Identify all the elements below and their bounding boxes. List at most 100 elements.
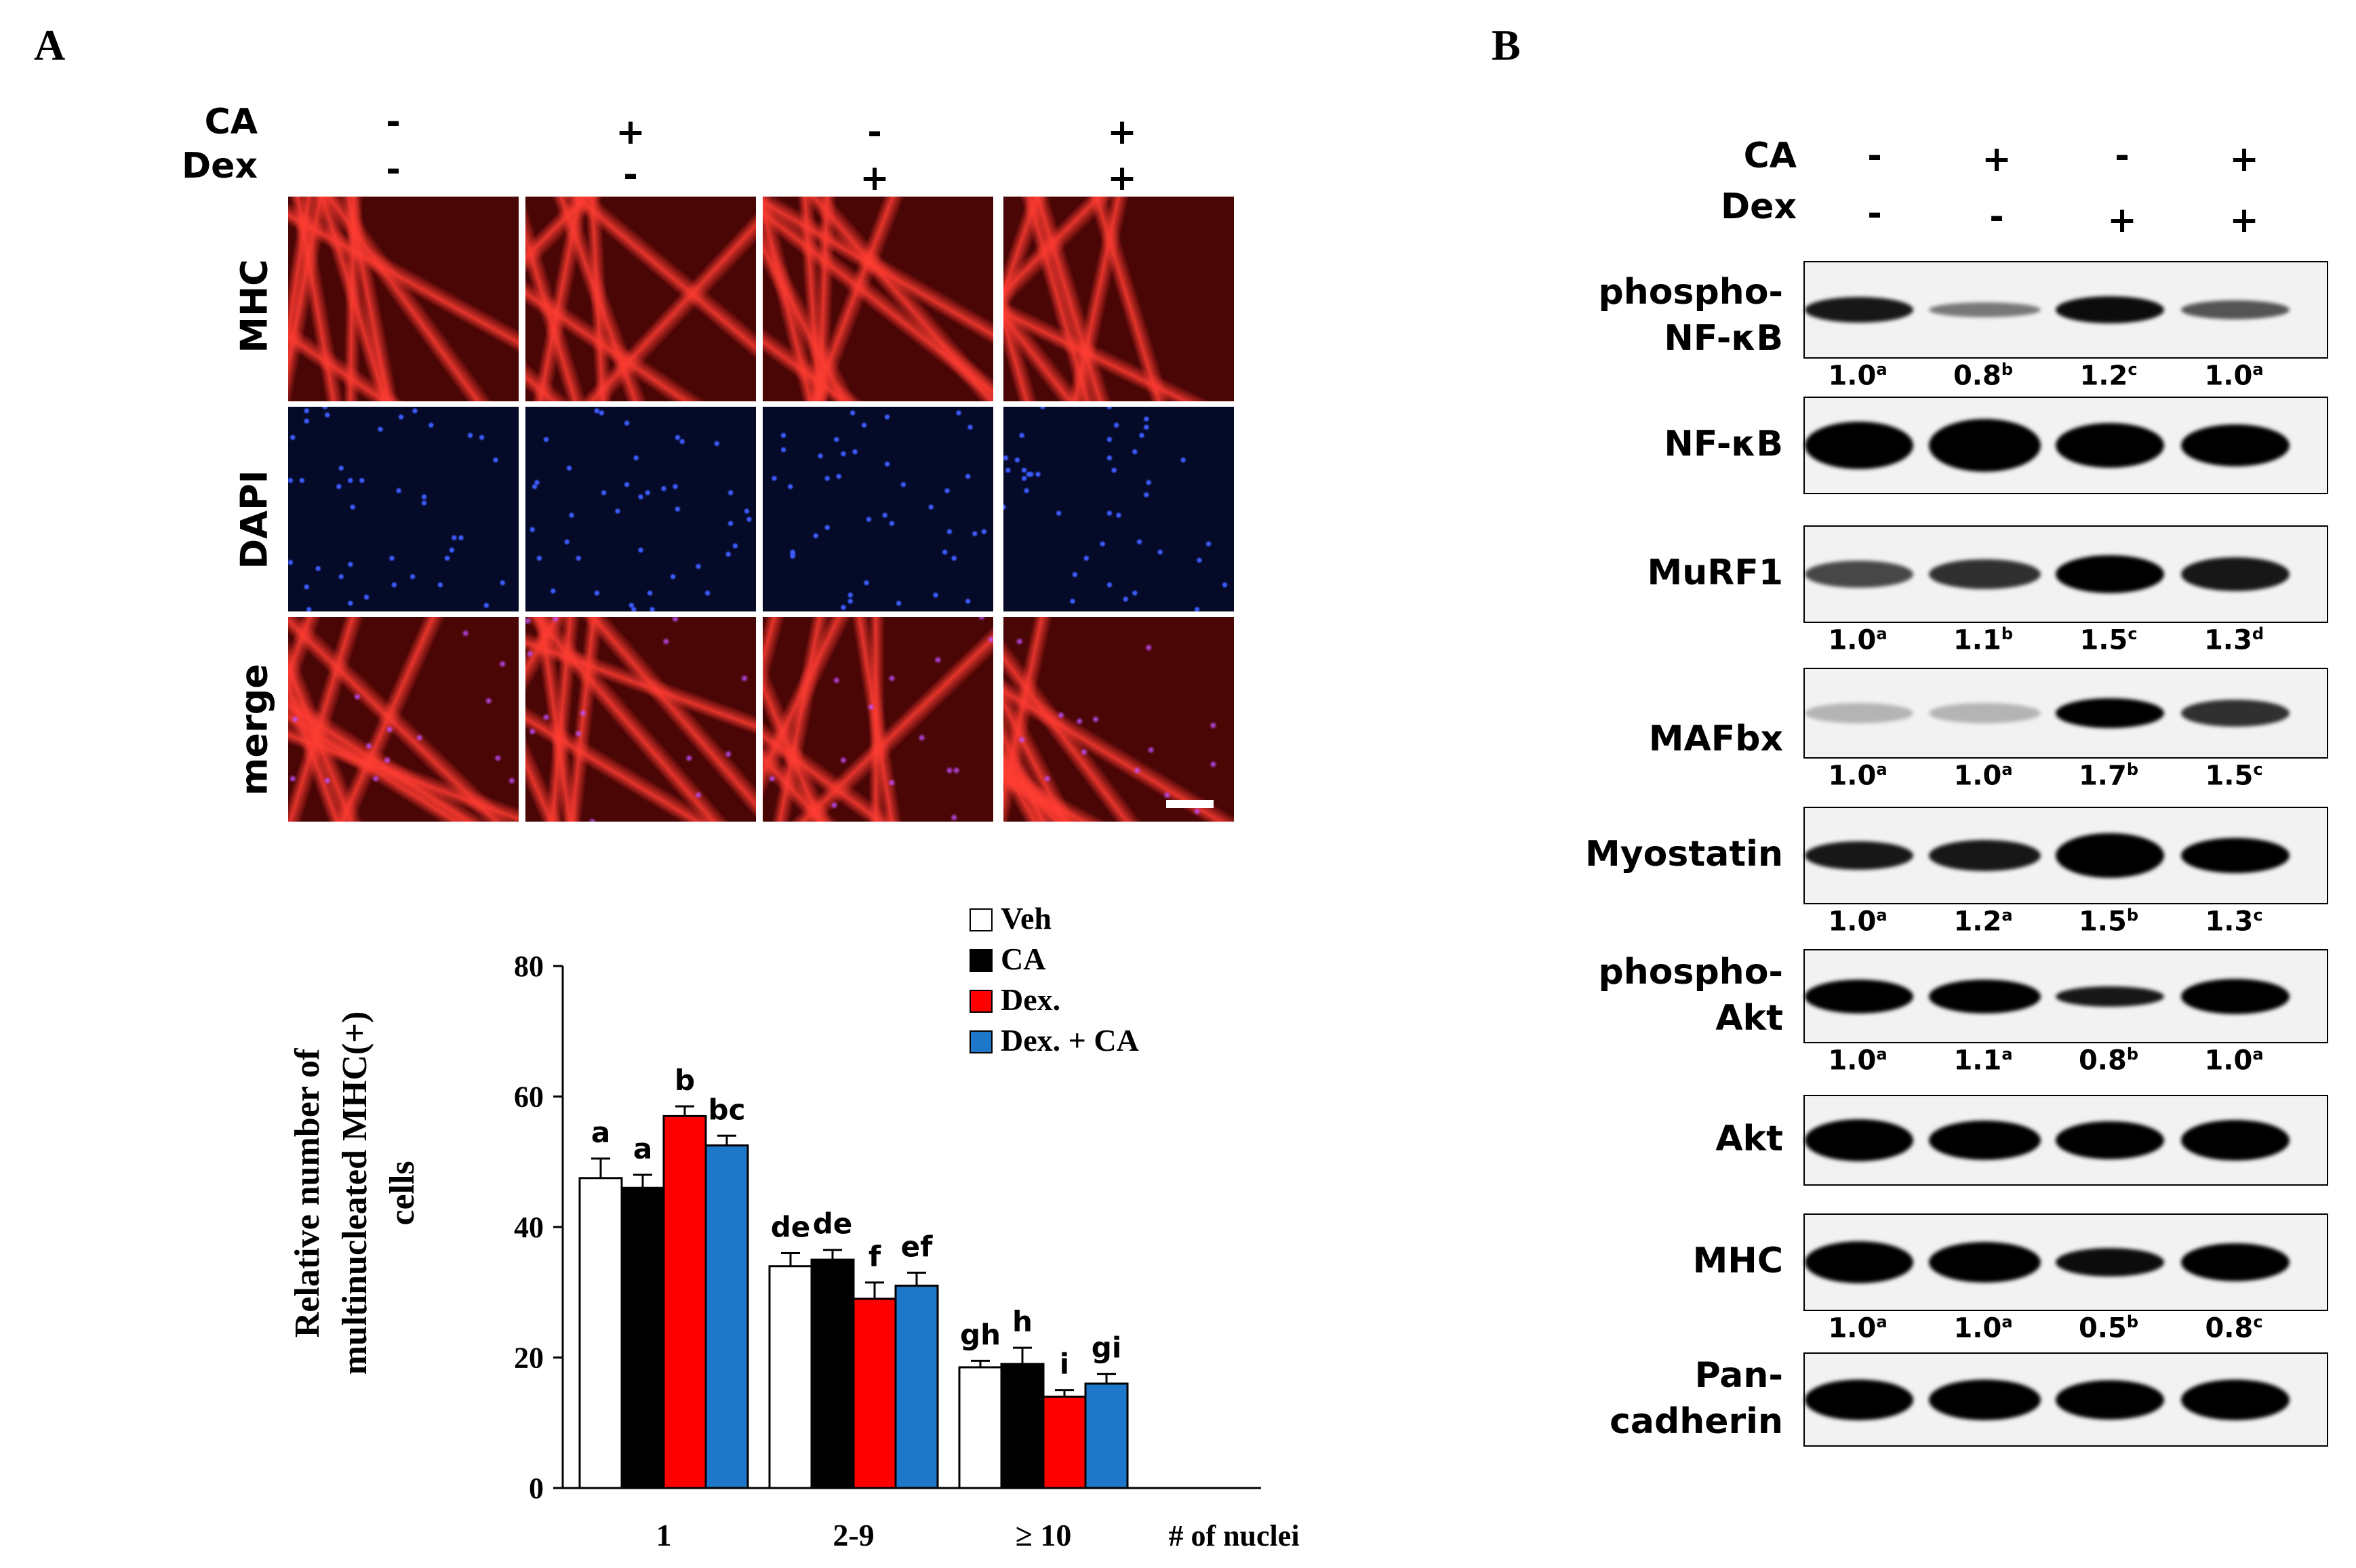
quant-number: 1.0 — [1953, 760, 2002, 792]
micrograph-mhc-4 — [1003, 197, 1234, 401]
blot-label: Pan-cadherin — [1431, 1352, 1783, 1445]
significance-letter: de — [771, 1211, 811, 1244]
blot-label: NF-κB — [1664, 424, 1783, 464]
blot-label: phospho- NF-κB — [1431, 269, 1783, 361]
y-tick-label: 40 — [514, 1211, 544, 1244]
significance-letter: gi — [1092, 1331, 1121, 1365]
bar-dex-ca — [894, 1285, 939, 1489]
bar-ca — [620, 1186, 665, 1489]
blot-label-line1: phospho- — [1598, 951, 1783, 992]
significance-letter: f — [868, 1240, 881, 1273]
quant-letter: b — [2001, 624, 2014, 643]
ca-sign-b-4: + — [2229, 139, 2259, 180]
panel-b-letter: B — [1492, 21, 1521, 69]
micrograph-dapi-4 — [1003, 407, 1234, 611]
blot-band — [2181, 1243, 2290, 1281]
blot-label-line1: Pan- — [1694, 1354, 1783, 1396]
quant-number: 1.3 — [2205, 906, 2254, 938]
blot-mhc — [1803, 1213, 2328, 1311]
blot-band — [2181, 424, 2290, 466]
blot-label: MuRF1 — [1647, 552, 1783, 593]
bar-veh — [578, 1177, 623, 1489]
quant-letter: b — [2001, 360, 2014, 379]
y-axis-label-line3: cells — [383, 1161, 422, 1225]
blot-quant-value: 1.0a — [1810, 1312, 1905, 1344]
micrograph-mhc-2 — [525, 197, 756, 401]
micrograph-dapi-3 — [763, 407, 993, 611]
dex-sign-a-2: - — [623, 155, 638, 195]
significance-letter: h — [1012, 1305, 1033, 1338]
quant-number: 0.8 — [2205, 1312, 2254, 1344]
quant-letter: b — [2126, 906, 2139, 925]
blot-quant-value: 1.0a — [2187, 1045, 2281, 1076]
dex-sign-a-3: + — [860, 158, 890, 199]
bar-dex-ca — [704, 1144, 749, 1489]
quant-number: 1.2 — [2079, 360, 2128, 392]
dex-sign-b-4: + — [2229, 200, 2259, 241]
micrograph-dapi-2 — [525, 407, 756, 611]
blot-quant-value: 1.3c — [2187, 906, 2281, 937]
y-tick-label: 20 — [514, 1342, 544, 1375]
blot-band — [1805, 561, 1913, 588]
blot-band — [2181, 1379, 2290, 1420]
ca-sign-a-4: + — [1107, 112, 1137, 153]
legend-label-dex: Dex. — [1001, 982, 1061, 1017]
blot-band — [1805, 841, 1913, 870]
blot-mafbx — [1803, 668, 2328, 759]
legend-item-veh: Veh — [970, 898, 1139, 939]
ca-label-b: CA — [1743, 136, 1797, 176]
micrograph-dapi-1 — [288, 407, 519, 611]
quant-number: 1.2 — [1953, 906, 2002, 938]
bar-veh — [768, 1265, 813, 1489]
quant-letter: a — [1876, 1045, 1888, 1064]
micrograph-merge-1 — [288, 617, 519, 822]
ca-label-a: CA — [204, 102, 258, 142]
y-tick-label: 60 — [514, 1081, 544, 1114]
bar-dex- — [662, 1114, 707, 1489]
blot-quant-value: 1.3d — [2187, 624, 2281, 656]
dex-sign-b-3: + — [2107, 200, 2137, 241]
blot-band — [1928, 559, 2041, 589]
quant-number: 1.1 — [1953, 624, 2001, 656]
dex-sign-a-4: + — [1107, 158, 1137, 199]
row-label-dapi: DAPI — [233, 470, 276, 569]
legend-item-dex: Dex. — [970, 980, 1139, 1020]
blot-phospho-akt — [1803, 949, 2328, 1043]
y-axis-label-line2: multinucleated MHC(+) — [336, 1011, 374, 1375]
quant-letter: a — [2001, 1312, 2013, 1331]
x-category-label: 2-9 — [833, 1518, 874, 1552]
blot-quant-value: 1.7b — [2061, 760, 2156, 791]
blot-label: Myostatin — [1585, 834, 1783, 875]
quant-number: 0.8 — [2078, 1045, 2127, 1077]
dex-label-a: Dex — [182, 146, 258, 186]
quant-number: 0.8 — [1953, 360, 2001, 392]
bar-veh — [958, 1366, 1003, 1489]
blot-quant-value: 1.0a — [1810, 624, 1905, 656]
micrograph-merge-2 — [525, 617, 756, 822]
blot-band — [2181, 978, 2290, 1014]
blot-band — [2056, 555, 2164, 593]
dex-label-b: Dex — [1721, 186, 1797, 227]
quant-letter: c — [2128, 624, 2138, 643]
blot-band — [2056, 1380, 2164, 1420]
blot-quant-value: 1.0a — [1810, 360, 1905, 391]
blot-band — [1805, 979, 1913, 1013]
row-label-mhc: MHC — [233, 259, 276, 353]
nuclei-bar-chart: Relative number of multinucleated MHC(+)… — [288, 950, 1300, 1552]
significance-letter: gh — [960, 1318, 1001, 1351]
blot-quant-value: 1.2c — [2061, 360, 2156, 391]
quant-number: 1.0 — [1828, 1045, 1877, 1077]
quant-number: 1.1 — [1953, 1045, 2002, 1077]
quant-letter: b — [2126, 760, 2139, 779]
blot-band — [1805, 1119, 1913, 1161]
blot-band — [2056, 1121, 2164, 1159]
blot-quant-value: 0.8b — [2061, 1045, 2156, 1076]
x-category-label: 1 — [656, 1518, 672, 1552]
blot-quant-value: 1.0a — [1936, 1312, 2031, 1344]
quant-number: 0.5 — [2078, 1312, 2127, 1344]
blot-quant-value: 1.0a — [2187, 360, 2281, 391]
bar-dex- — [852, 1298, 897, 1489]
blot-quant-value: 1.0a — [1810, 1045, 1905, 1076]
significance-letter: bc — [708, 1093, 746, 1126]
blot-band — [1928, 979, 2041, 1013]
